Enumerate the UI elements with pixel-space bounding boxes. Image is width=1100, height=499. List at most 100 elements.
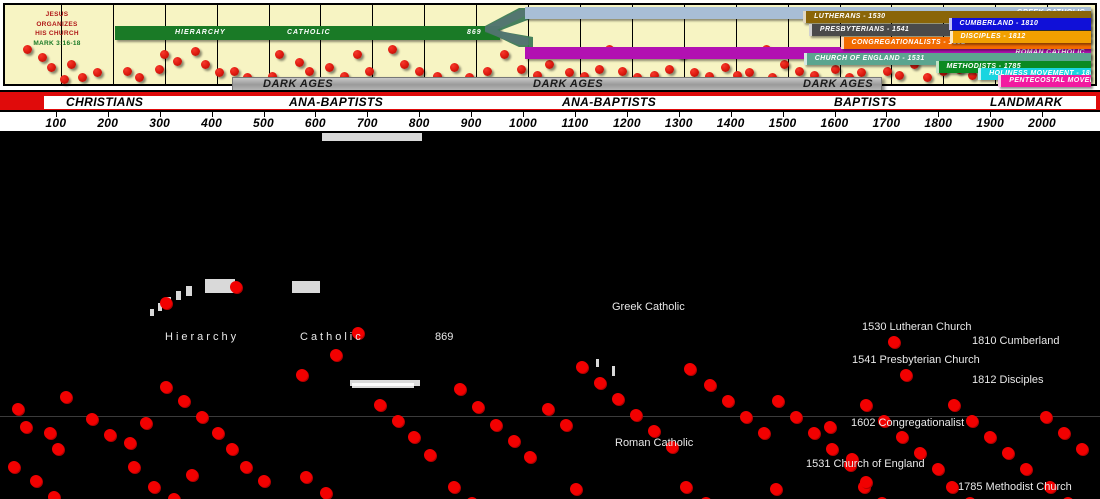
- dark-event-dot: [466, 497, 478, 499]
- dark-event-dot: [888, 336, 900, 348]
- dark-event-dot: [1076, 443, 1088, 455]
- dark-event-dot: [330, 349, 342, 361]
- event-dot: [47, 63, 56, 72]
- dark-event-dot: [148, 481, 160, 493]
- dark-label: 1541 Presbyterian Church: [852, 354, 980, 366]
- dark-event-dot: [424, 449, 436, 461]
- dark-event-dot: [296, 369, 308, 381]
- denomination-label: CUMBERLAND - 1810: [959, 20, 1039, 27]
- axis-year-label: 600: [304, 116, 326, 130]
- axis-tick: [990, 112, 992, 117]
- dark-label: 1810 Cumberland: [972, 335, 1060, 347]
- ghost-fragment: [596, 359, 599, 367]
- dark-event-dot: [560, 419, 572, 431]
- dark-label: 1812 Disciples: [972, 374, 1044, 386]
- dark-event-dot: [1002, 447, 1014, 459]
- axis-year-label: 1300: [664, 116, 693, 130]
- event-dot: [831, 65, 840, 74]
- event-dot: [173, 57, 182, 66]
- event-dot: [433, 72, 442, 81]
- axis-tick: [55, 112, 57, 117]
- grid-line: [112, 5, 114, 84]
- top-timeline-chart: HIERARCHY CATHOLIC 869 GREEK CATHOLICROM…: [0, 0, 1100, 131]
- grid-line: [631, 5, 633, 84]
- dark-event-dot: [914, 447, 926, 459]
- event-dot: [721, 63, 730, 72]
- note-line-4: MARK 3:16-18: [33, 39, 81, 47]
- event-dot: [123, 67, 132, 76]
- axis-tick: [471, 112, 473, 117]
- denomination-label: METHODISTS - 1785: [946, 63, 1021, 70]
- dark-event-dot: [576, 361, 588, 373]
- dark-event-dot: [570, 483, 582, 495]
- dark-event-dot: [740, 411, 752, 423]
- dark-event-dot: [48, 491, 60, 499]
- dark-event-dot: [1044, 481, 1056, 493]
- event-dot: [857, 68, 866, 77]
- denomination-bar-disciples: DISCIPLES - 1812: [949, 31, 1091, 43]
- dark-event-dot: [454, 383, 466, 395]
- dark-event-dot: [758, 427, 770, 439]
- grid-line: [60, 5, 62, 84]
- axis-tick: [523, 112, 524, 117]
- dark-event-dot: [490, 419, 502, 431]
- event-dot: [483, 67, 492, 76]
- dark-event-dot: [104, 429, 116, 441]
- timeline-grid: HIERARCHY CATHOLIC 869 GREEK CATHOLICROM…: [3, 3, 1097, 87]
- ghost-fragment: [205, 279, 235, 293]
- event-dot: [400, 60, 409, 69]
- axis-year-label: 1900: [976, 116, 1005, 130]
- event-dot: [883, 67, 892, 76]
- axis-year-label: 1200: [612, 116, 641, 130]
- dark-event-dot: [648, 425, 660, 437]
- grid-line: [580, 5, 581, 84]
- dark-event-dot: [140, 417, 152, 429]
- note-line-2: ORGANIZES: [36, 20, 78, 28]
- church-names-inner: CHRISTIANS ANA-BAPTISTS ANA-BAPTISTS BAPTIS…: [44, 96, 1096, 122]
- event-dot: [618, 67, 627, 76]
- grid-line: [320, 5, 322, 84]
- dark-event-dot: [524, 451, 536, 463]
- lineage-label-869: 869: [467, 29, 482, 36]
- event-dot: [705, 72, 714, 81]
- event-dot: [745, 68, 754, 77]
- event-dot: [388, 45, 397, 54]
- denomination-label: DISCIPLES - 1812: [960, 33, 1026, 40]
- axis-year-label: 2000: [1028, 116, 1057, 130]
- event-dot: [305, 67, 314, 76]
- axis-year-label: 1000: [509, 116, 537, 130]
- year-axis: 100 200 300 400 500 600 700 800 900 1000 1100 1200 1…: [0, 112, 1100, 131]
- dark-event-dot: [860, 399, 872, 411]
- event-dot: [365, 67, 374, 76]
- dark-event-dot: [878, 415, 890, 427]
- axis-tick: [367, 112, 369, 117]
- dark-event-dot: [932, 463, 944, 475]
- event-dot: [191, 47, 200, 56]
- dark-event-dot: [178, 395, 190, 407]
- dark-event-dot: [374, 399, 386, 411]
- event-dot: [810, 71, 819, 80]
- inverted-timeline-panel: Hierarchy Catholic 869 Greek Catholic Roman …: [0, 131, 1100, 499]
- dark-event-dot: [230, 281, 242, 293]
- hierarchy-lineage-bar: [115, 26, 500, 40]
- grid-line: [476, 5, 478, 84]
- event-dot: [23, 45, 32, 54]
- axis-tick: [834, 112, 836, 117]
- axis-tick: [678, 112, 680, 117]
- dark-event-dot: [186, 469, 198, 481]
- event-dot: [780, 60, 789, 69]
- dark-event-dot: [900, 369, 912, 381]
- axis-year-label: 100: [45, 116, 67, 130]
- axis-tick: [938, 112, 940, 117]
- dark-event-dot: [60, 391, 72, 403]
- dark-event-dot: [258, 475, 270, 487]
- event-dot: [517, 65, 526, 74]
- axis-tick: [315, 112, 317, 117]
- dark-event-dot: [826, 443, 838, 455]
- branch-label-roman-catholic: ROMAN CATHOLIC: [1015, 49, 1085, 56]
- dark-label: Roman Catholic: [615, 437, 694, 449]
- grid-line: [424, 5, 426, 84]
- axis-tick: [263, 112, 265, 117]
- dark-event-dot: [1020, 463, 1032, 475]
- dark-event-dot: [680, 481, 692, 493]
